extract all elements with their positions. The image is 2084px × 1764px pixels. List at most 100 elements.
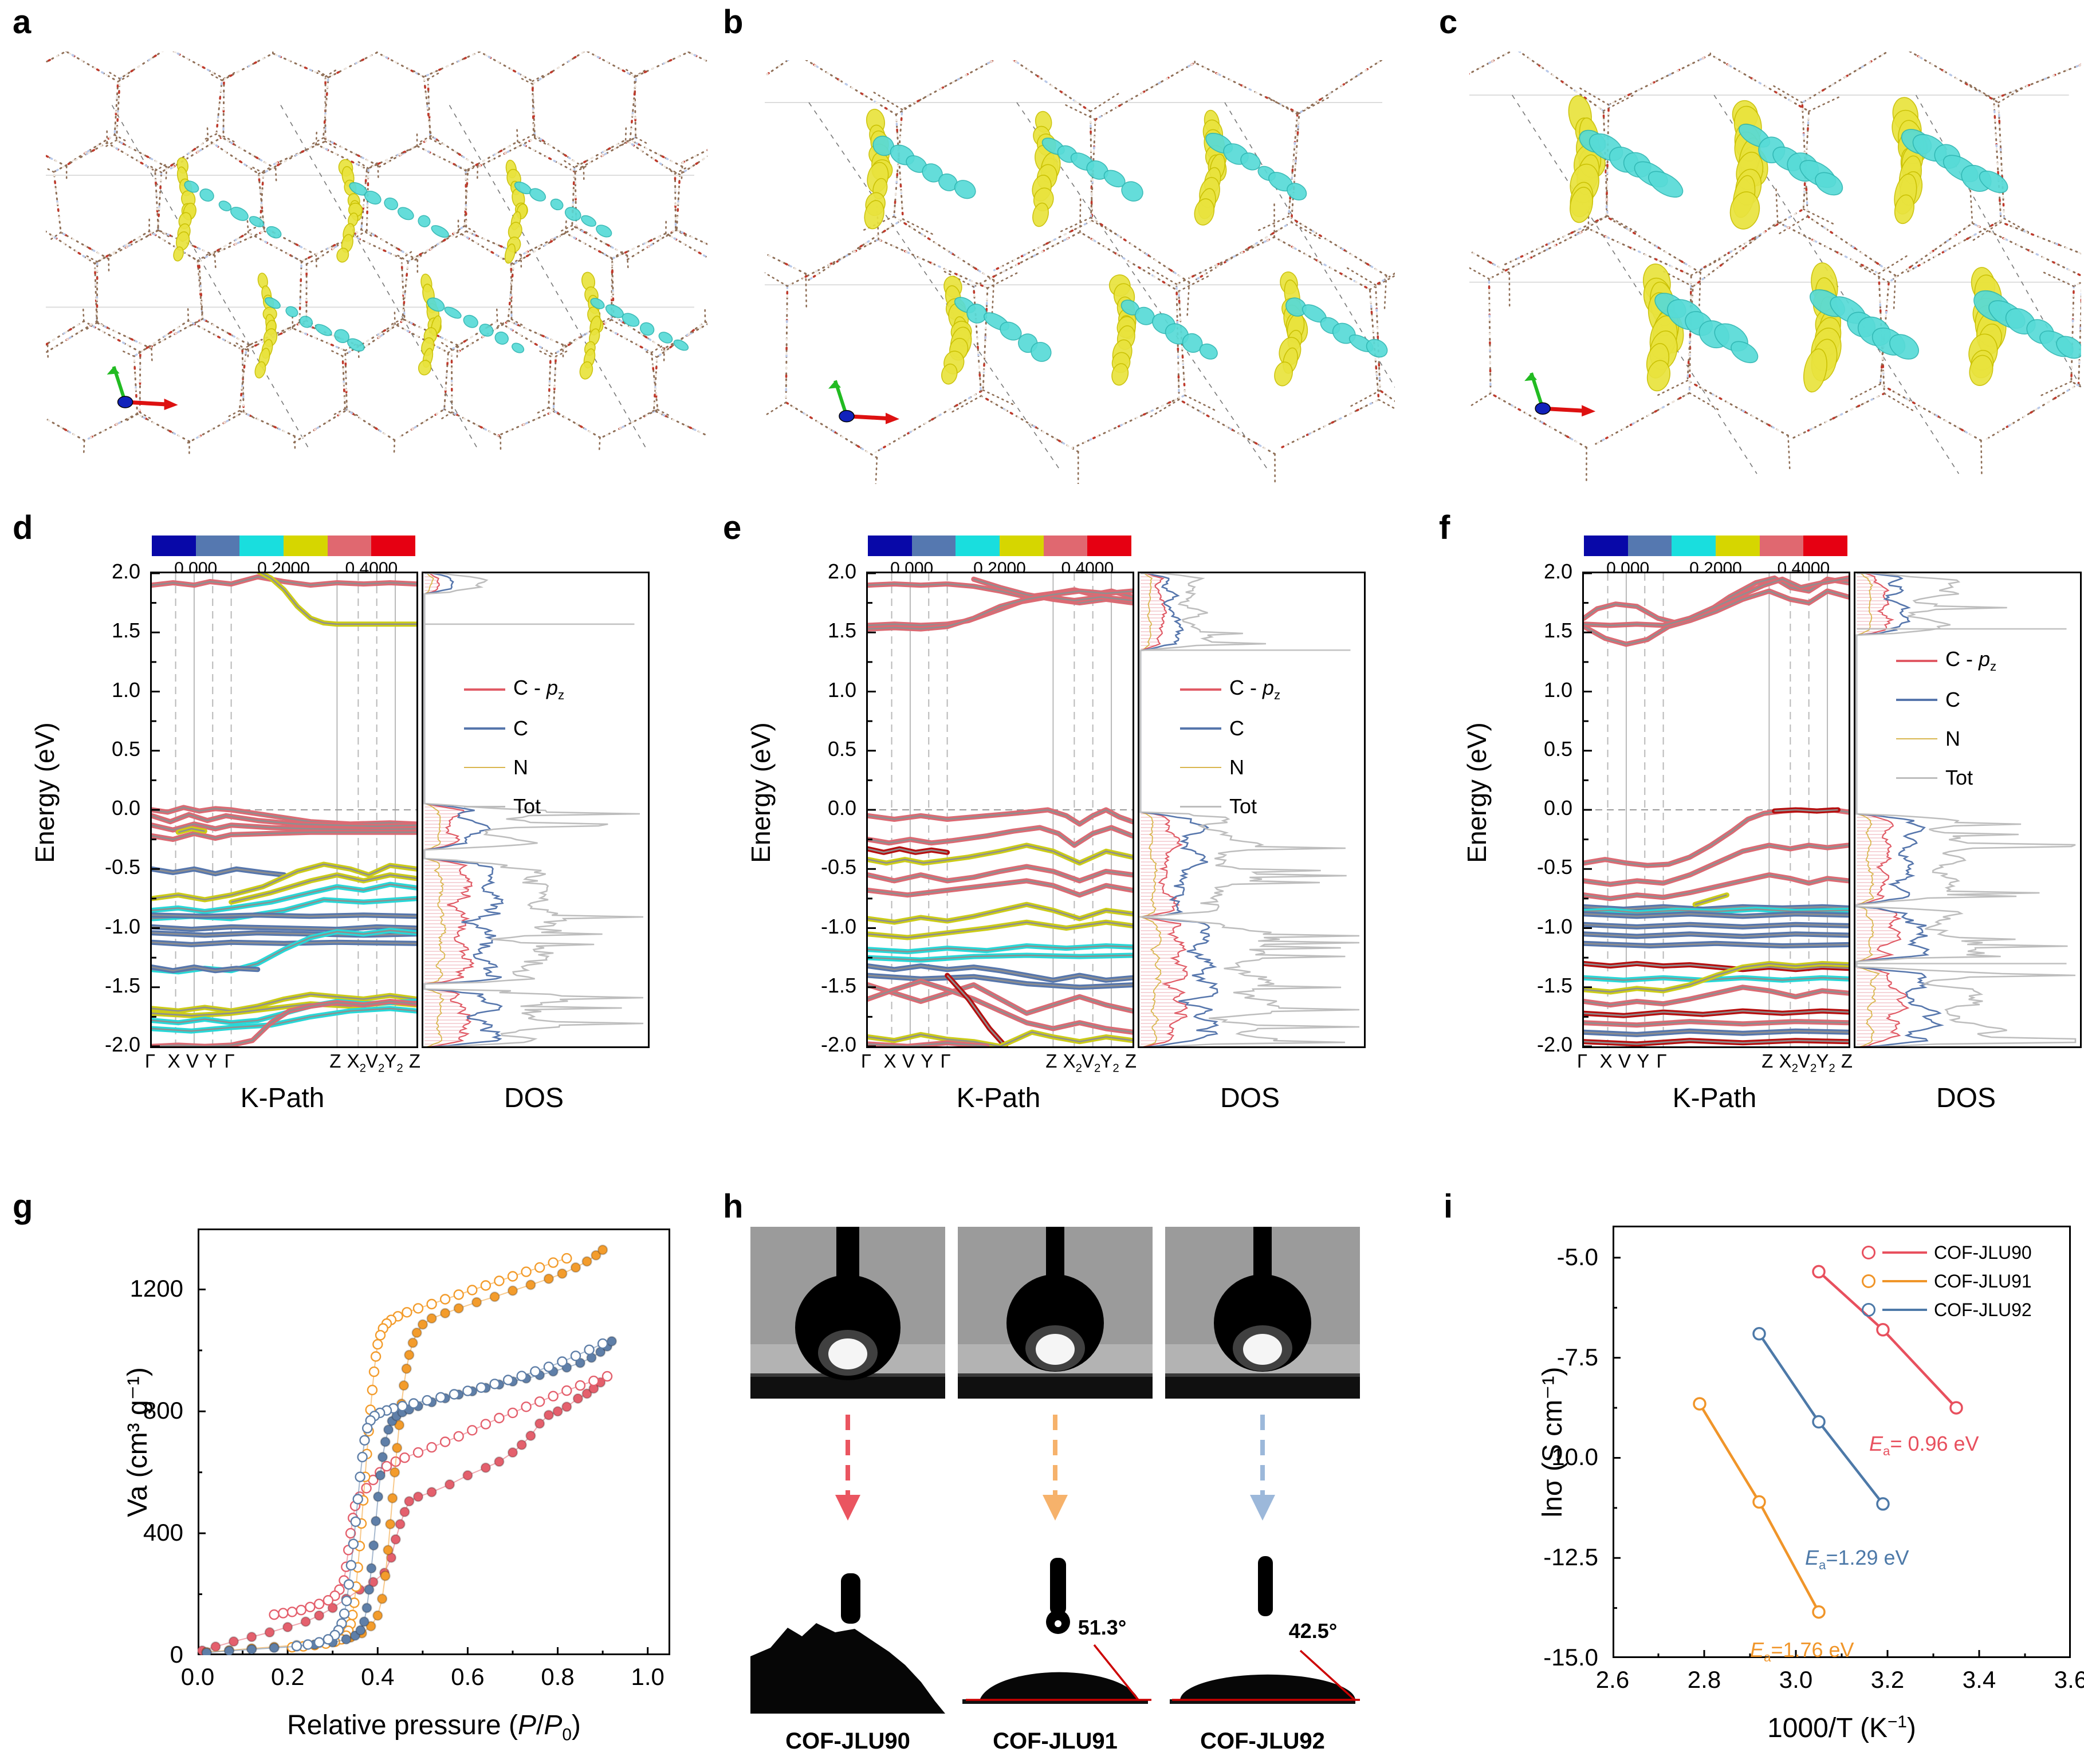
dos-axis-title: DOS <box>1854 1082 2078 1114</box>
kpoint-label: Γ <box>932 1050 960 1072</box>
band-structure-plot <box>866 572 1134 1048</box>
y-axis-title: Energy (eV) <box>1461 672 1489 913</box>
colorbar-segment <box>1803 536 1847 556</box>
activation-energy-annotation: Ea= 0.96 eV <box>1869 1432 1979 1459</box>
legend-line <box>1882 1309 1927 1311</box>
legend-marker <box>1862 1303 1875 1317</box>
legend-label: C <box>513 716 528 741</box>
legend-item: Tot <box>464 787 564 826</box>
legend-label: C - pz <box>1945 647 1996 674</box>
legend-line <box>1180 688 1221 691</box>
legend-item: COF-JLU92 <box>1862 1296 2032 1324</box>
x-tick-label: 3.4 <box>1945 1666 2014 1694</box>
colorbar-segment <box>196 536 240 556</box>
colorbar-segment <box>912 536 956 556</box>
wetting-photo-COF-JLU92: 42.5° <box>1165 1542 1360 1714</box>
y-tick-label: -0.5 <box>791 855 856 879</box>
y-tick-label: 1.0 <box>74 678 140 702</box>
legend-item: C - pz <box>1180 670 1280 709</box>
legend-line <box>1896 777 1937 779</box>
x-tick-label: 0.6 <box>433 1663 502 1691</box>
y-tick-label: -2.0 <box>791 1033 856 1057</box>
y-tick-label: -0.5 <box>1507 855 1572 879</box>
y-tick-label: 0.0 <box>74 796 140 820</box>
legend-item: C - pz <box>1896 641 1996 680</box>
legend-item: C - pz <box>464 670 564 709</box>
sample-label: COF-JLU91 <box>958 1728 1153 1754</box>
y-tick-label: -1.0 <box>1507 915 1572 939</box>
legend-item: C <box>464 709 564 748</box>
legend-item: N <box>1896 719 1996 758</box>
y-tick-label: -0.5 <box>74 855 140 879</box>
colorbar-segment <box>1672 536 1716 556</box>
x-axis-title: 1000/T (K−1) <box>1613 1712 2071 1744</box>
x-axis-title: K-Path <box>866 1082 1131 1114</box>
legend-label: Tot <box>1945 766 1973 790</box>
y-tick-label: -15.0 <box>1504 1644 1598 1671</box>
band-structure-plot <box>150 572 418 1048</box>
legend-line <box>1180 806 1221 808</box>
y-tick-label: -5.0 <box>1504 1243 1598 1271</box>
dashed-arrow-COF-JLU91 <box>958 1409 1153 1529</box>
band-structure-plot <box>1582 572 1850 1048</box>
colorbar <box>868 536 1131 556</box>
dos-axis-title: DOS <box>1138 1082 1362 1114</box>
x-tick-label: 1.0 <box>614 1663 682 1691</box>
cof-structure-c <box>1469 52 2081 487</box>
legend-item: COF-JLU90 <box>1862 1238 2032 1267</box>
kpoint-label: Z <box>401 1050 428 1072</box>
legend-item: C <box>1896 680 1996 719</box>
y-tick-label: 0.0 <box>1507 796 1572 820</box>
x-axis-title: K-Path <box>1582 1082 1847 1114</box>
kpoint-label: Z <box>1117 1050 1145 1072</box>
y-tick-label: 0.5 <box>1507 737 1572 761</box>
legend-label: N <box>1229 755 1244 779</box>
legend-line <box>464 806 505 808</box>
colorbar-segment <box>1087 536 1131 556</box>
colorbar-segment <box>328 536 372 556</box>
isotherm-plot <box>198 1228 670 1655</box>
dos-axis-title: DOS <box>422 1082 646 1114</box>
y-tick-label: 0.0 <box>791 796 856 820</box>
y-tick-label: -2.0 <box>74 1033 140 1057</box>
legend-label: C - pz <box>1229 676 1280 703</box>
colorbar <box>152 536 415 556</box>
colorbar-segment <box>1716 536 1760 556</box>
x-tick-label: 0.8 <box>524 1663 592 1691</box>
y-tick-label: 0.5 <box>791 737 856 761</box>
activation-energy-annotation: Ea=1.76 eV <box>1750 1638 1854 1665</box>
colorbar-segment <box>1760 536 1804 556</box>
axis-indicator-c <box>1535 403 1550 414</box>
y-tick-label: -1.0 <box>791 915 856 939</box>
legend-label: COF-JLU90 <box>1934 1242 2032 1263</box>
y-tick-label: 0 <box>92 1641 183 1668</box>
axis-indicator-b <box>839 411 854 422</box>
x-tick-label: 3.6 <box>2036 1666 2084 1694</box>
legend-marker <box>1862 1274 1875 1288</box>
y-tick-label: -1.5 <box>74 974 140 998</box>
y-tick-label: 1.0 <box>1507 678 1572 702</box>
y-tick-label: -1.5 <box>791 974 856 998</box>
colorbar-segment <box>284 536 328 556</box>
legend-line <box>1896 660 1937 662</box>
y-tick-label: 1.5 <box>74 619 140 643</box>
cof-structure-a <box>46 52 707 464</box>
droplet-photo-COF-JLU92 <box>1165 1227 1360 1399</box>
y-tick-label: 2.0 <box>74 560 140 584</box>
y-tick-label: 1.5 <box>791 619 856 643</box>
legend-line <box>1180 727 1221 730</box>
colorbar-segment <box>371 536 415 556</box>
colorbar-segment <box>1000 536 1044 556</box>
legend-item: COF-JLU91 <box>1862 1267 2032 1296</box>
kpoint-label: Γ <box>216 1050 243 1072</box>
x-axis-title: Relative pressure (P/P0) <box>198 1710 670 1745</box>
legend-item: N <box>1180 748 1280 787</box>
x-axis-title: K-Path <box>150 1082 415 1114</box>
